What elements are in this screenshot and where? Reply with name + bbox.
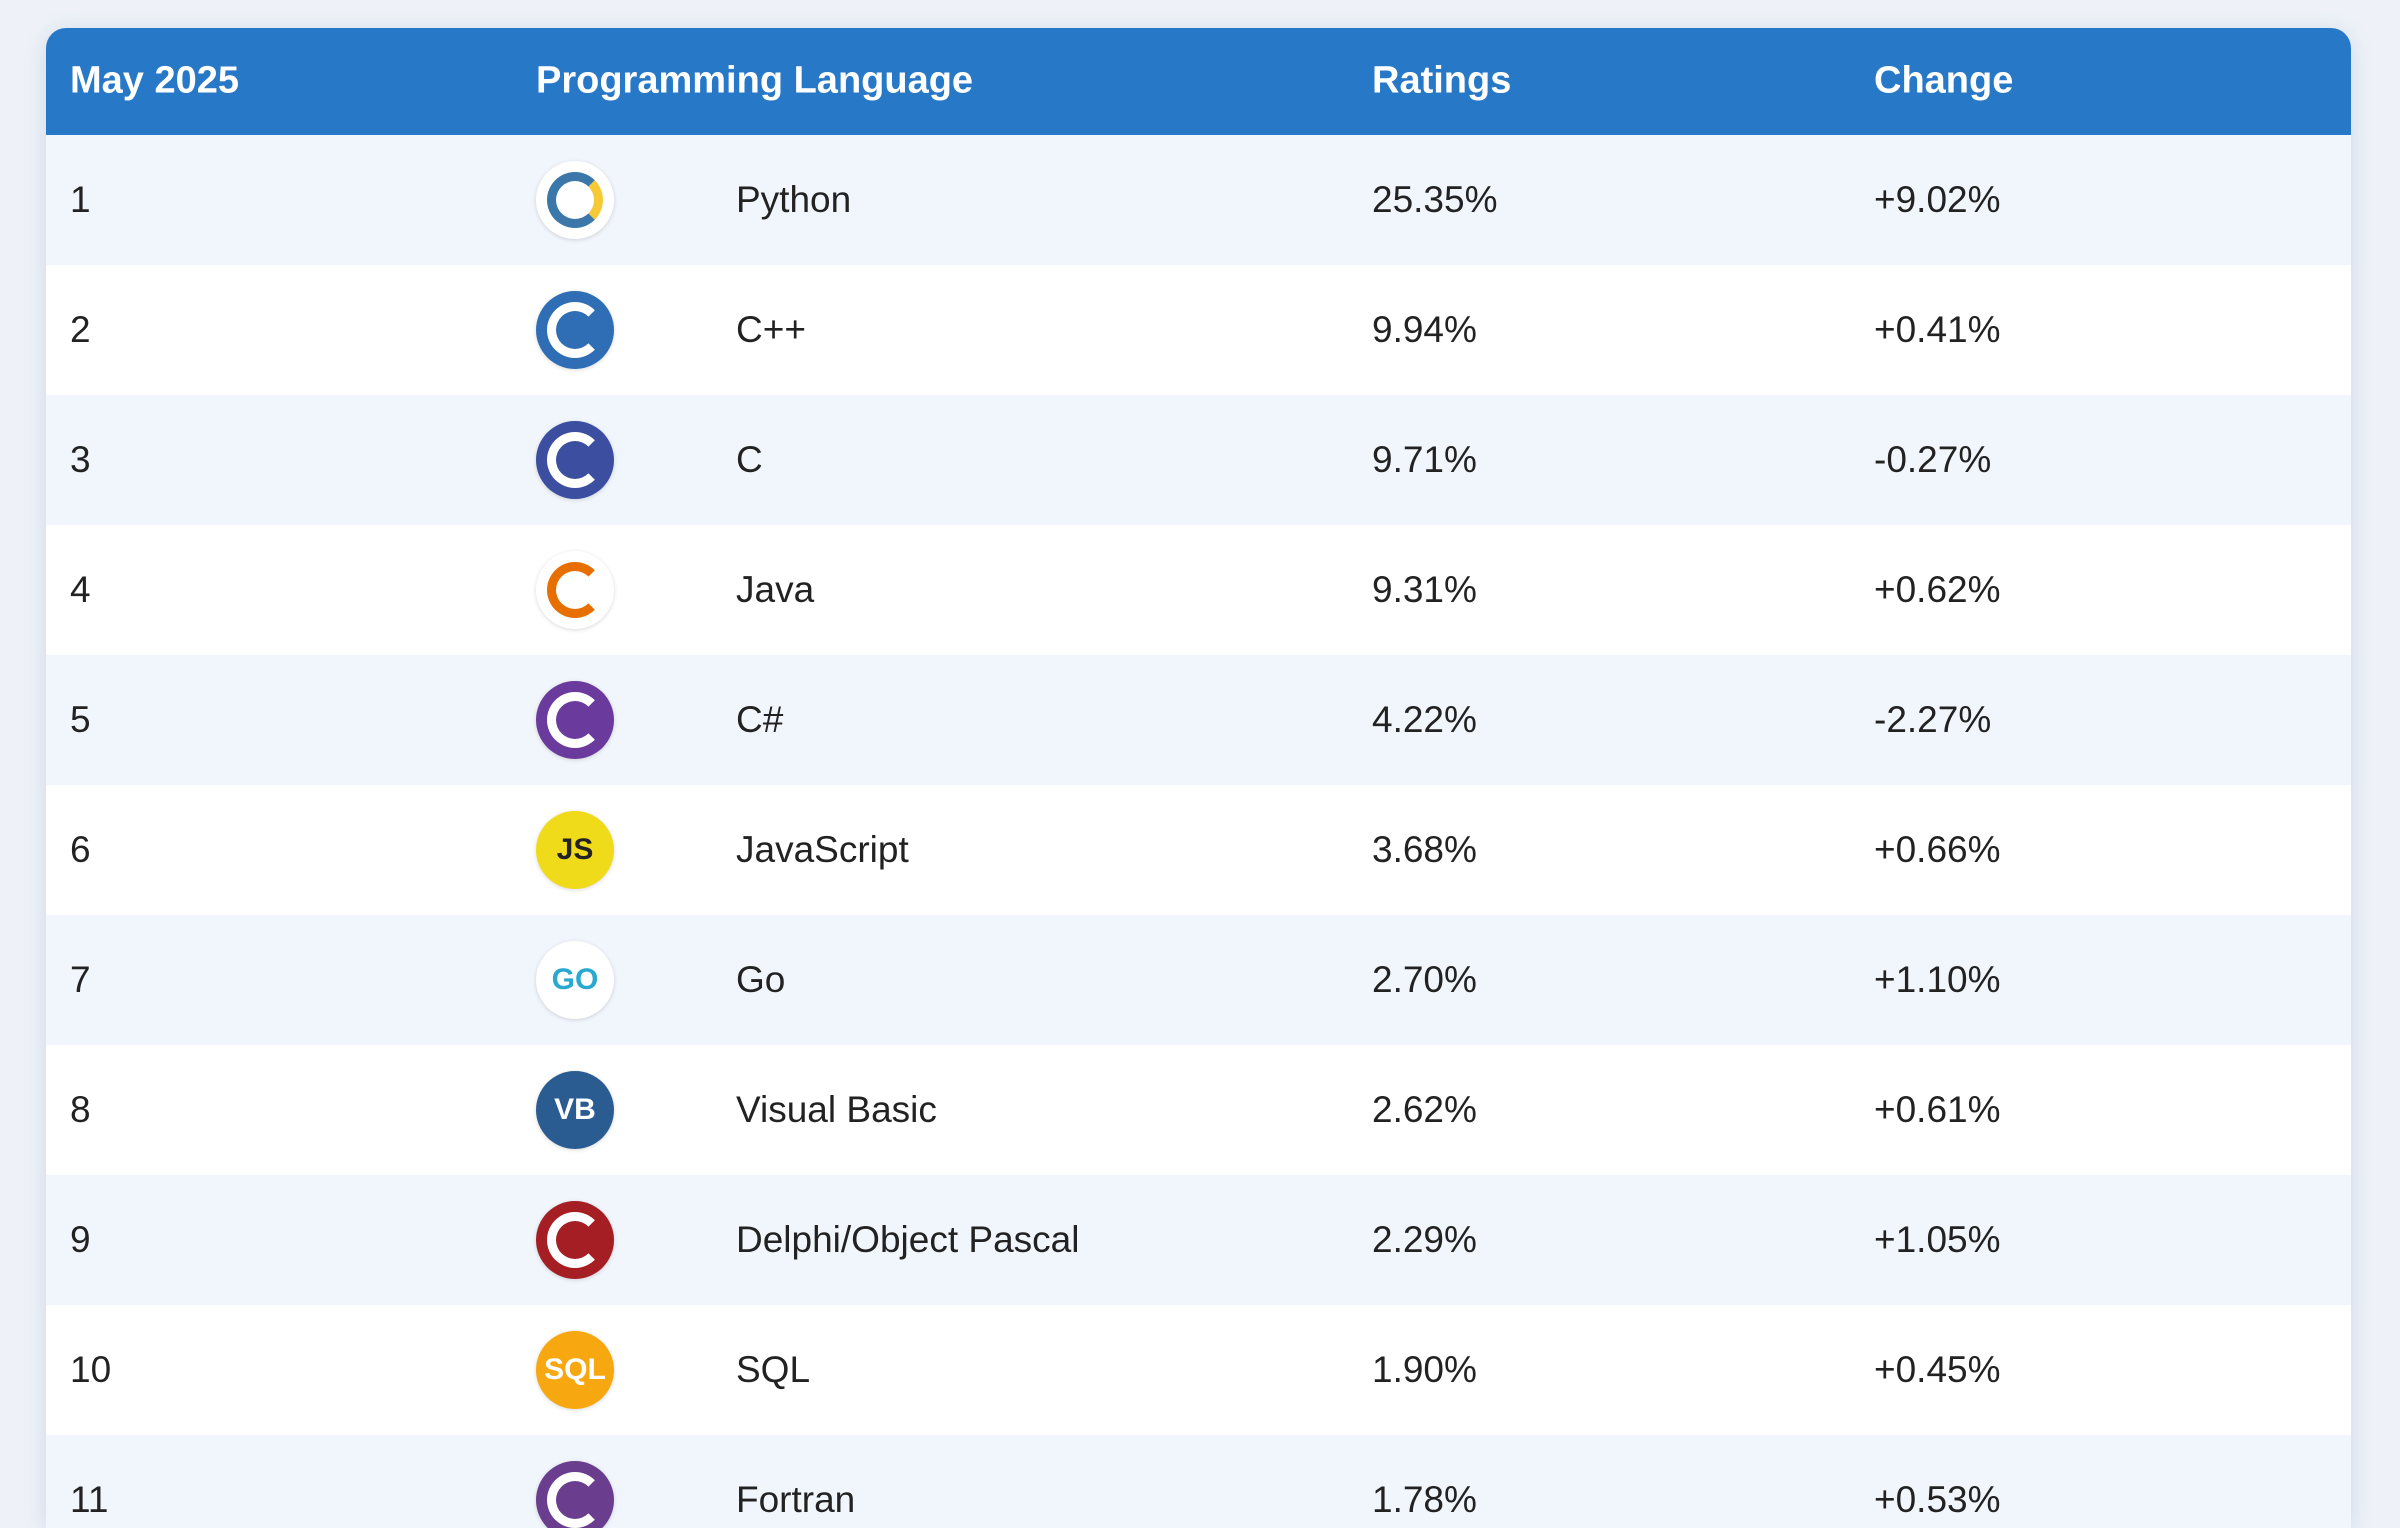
change: -2.27% [1874,699,1992,740]
rank: 2 [70,309,91,350]
rank: 7 [70,959,91,1000]
change: +0.45% [1874,1349,2001,1390]
rating: 25.35% [1372,179,1498,220]
language-name: SQL [736,1349,811,1390]
header-cell: May 2025 [70,59,240,102]
table-row: 9 Delphi/Object Pascal 2.29% +1.05% [46,1175,2351,1305]
rating: 2.70% [1372,959,1477,1000]
rank: 3 [70,439,91,480]
language-name: Python [736,179,852,220]
table-row: 2 C++ 9.94% +0.41% [46,265,2351,395]
table-header: May 2025 Programming Language Ratings Chang… [46,28,2351,135]
language-logo [536,681,614,759]
change: +0.61% [1874,1089,2001,1130]
change: -0.27% [1874,439,1992,480]
rank: 6 [70,829,91,870]
table-row: 10 SQL SQL 1.90% +0.45% [46,1305,2351,1435]
language-logo: VB [536,1071,614,1149]
rating: 9.71% [1372,439,1477,480]
rank: 9 [70,1219,91,1260]
language-logo [536,1201,614,1279]
logo-mark [547,692,603,748]
language-name: C [736,439,763,480]
logo-mark [547,1472,603,1528]
ranking-table: May 2025 Programming Language Ratings Chang… [46,28,2351,1528]
table-row: 4 Java 9.31% +0.62% [46,525,2351,655]
rating: 4.22% [1372,699,1477,740]
rank: 11 [70,1479,109,1520]
language-logo: JS [536,811,614,889]
header-cell: Ratings [1372,59,1512,102]
language-name: Fortran [736,1479,856,1520]
rating: 3.68% [1372,829,1477,870]
table-row: 7 GO Go 2.70% +1.10% [46,915,2351,1045]
language-logo [536,551,614,629]
language-name: Go [736,959,786,1000]
rating: 1.90% [1372,1349,1477,1390]
header-cell: Programming Language [536,59,974,102]
language-name: Visual Basic [736,1089,937,1130]
language-logo: GO [536,941,614,1019]
table-row: 1 Python 25.35% +9.02% [46,135,2351,265]
language-name: Java [736,569,815,610]
body: May 2025 Programming Language Ratings Chang… [46,28,2351,1528]
logo-mark [547,302,603,358]
rank: 8 [70,1089,91,1130]
language-name: C++ [736,309,806,350]
language-logo [536,1461,614,1528]
logo-mark [547,562,603,618]
rating: 9.31% [1372,569,1477,610]
rating: 2.29% [1372,1219,1477,1260]
rank: 5 [70,699,91,740]
page: {"table": { "header": ["May 2025", "Prog… [46,28,2351,1528]
logo-mark [547,1212,603,1268]
change: +0.66% [1874,829,2001,870]
change: +0.41% [1874,309,2001,350]
change: +1.10% [1874,959,2001,1000]
table-row: 8 VB Visual Basic 2.62% +0.61% [46,1045,2351,1175]
rating: 9.94% [1372,309,1477,350]
table-row: 11 Fortran 1.78% +0.53% [46,1435,2351,1528]
language-name: C# [736,699,784,740]
change: +0.62% [1874,569,2001,610]
language-name: JavaScript [736,829,909,870]
language-name: Delphi/Object Pascal [736,1219,1080,1260]
logo-mark [547,172,603,228]
language-logo [536,421,614,499]
header-cell: Change [1874,59,2014,102]
language-logo [536,161,614,239]
change: +1.05% [1874,1219,2001,1260]
change: +0.53% [1874,1479,2001,1520]
rank: 4 [70,569,91,610]
table-row: 6 JS JavaScript 3.68% +0.66% [46,785,2351,915]
table-row: 5 C# 4.22% -2.27% [46,655,2351,785]
language-logo [536,291,614,369]
rank: 1 [70,179,91,220]
table-row: 3 C 9.71% -0.27% [46,395,2351,525]
rating: 1.78% [1372,1479,1477,1520]
language-logo: SQL [536,1331,614,1409]
change: +9.02% [1874,179,2001,220]
rank: 10 [70,1349,112,1390]
logo-mark [547,432,603,488]
rating: 2.62% [1372,1089,1477,1130]
